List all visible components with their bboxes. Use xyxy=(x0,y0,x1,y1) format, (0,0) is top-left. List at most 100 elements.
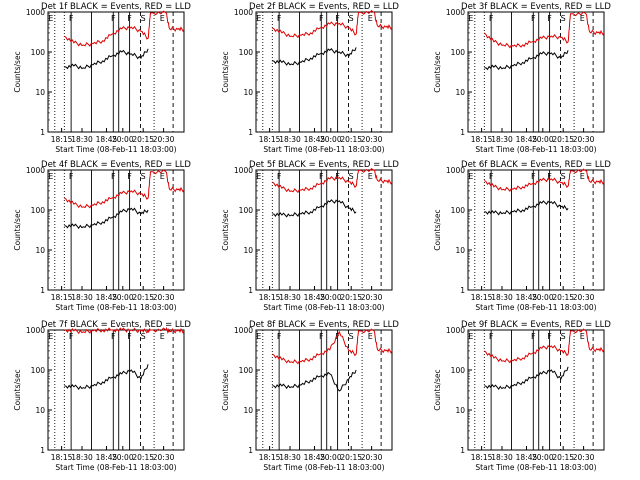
x-axis-label: Start Time (08-Feb-11 18:03:00) xyxy=(263,463,384,472)
marker-label: E xyxy=(256,332,261,341)
x-tick-label: 18:30 xyxy=(491,293,513,302)
chart-panel-2: Det 2f BLACK = Events, RED = LLD 1 10 100 10… xyxy=(221,2,399,154)
series-line-black xyxy=(484,200,569,216)
x-tick-label: 20:00 xyxy=(112,135,134,144)
x-tick-label: 20:00 xyxy=(112,293,134,302)
y-axis-label: Counts/sec xyxy=(13,209,22,250)
x-axis-label: Start Time (08-Feb-11 18:03:00) xyxy=(475,463,596,472)
x-axis-label: Start Time (08-Feb-11 18:03:00) xyxy=(475,303,596,312)
marker-label: E xyxy=(580,332,585,341)
marker-label: E xyxy=(368,172,373,181)
marker-label: E xyxy=(256,14,261,23)
x-tick-label: 20:15 xyxy=(340,293,362,302)
marker-label: E xyxy=(468,14,473,23)
x-tick-label: 20:30 xyxy=(153,135,175,144)
series-line-black xyxy=(272,369,357,392)
marker-label: F xyxy=(335,172,340,181)
series-line-red xyxy=(64,326,185,335)
chart-panel-8: Det 8f BLACK = Events, RED = LLD 1 10 100 10… xyxy=(221,320,399,472)
marker-label: F xyxy=(111,14,116,23)
marker-label: F xyxy=(335,332,340,341)
series-line-black xyxy=(64,207,149,230)
x-tick-label: 20:00 xyxy=(532,135,554,144)
y-tick-label: 1000 xyxy=(234,326,253,335)
x-axis-label: Start Time (08-Feb-11 18:03:00) xyxy=(263,145,384,154)
marker-label: F xyxy=(69,172,74,181)
y-tick-label: 100 xyxy=(31,206,46,215)
series-line-red xyxy=(484,328,605,364)
marker-label: E xyxy=(160,14,165,23)
x-tick-label: 18:30 xyxy=(279,453,301,462)
y-axis-label: Counts/sec xyxy=(221,369,230,410)
plot-frame xyxy=(47,329,185,451)
marker-label: S xyxy=(141,14,146,23)
x-axis-label: Start Time (08-Feb-11 18:03:00) xyxy=(55,145,176,154)
marker-label: S xyxy=(349,172,354,181)
chart-panel-5: Det 5f BLACK = Events, RED = LLD 1 10 100 10… xyxy=(221,160,399,312)
chart-panel-6: Det 6f BLACK = Events, RED = LLD 1 10 100 10… xyxy=(433,160,611,312)
y-tick-label: 10 xyxy=(243,406,253,415)
marker-label: E xyxy=(160,332,165,341)
x-tick-label: 20:00 xyxy=(320,293,342,302)
x-tick-label: 18:30 xyxy=(491,453,513,462)
x-tick-label: 18:15 xyxy=(51,135,73,144)
series-line-red xyxy=(272,167,393,194)
x-tick-label: 20:30 xyxy=(573,453,595,462)
marker-label: E xyxy=(580,172,585,181)
marker-label: F xyxy=(489,14,494,23)
chart-title: Det 6f BLACK = Events, RED = LLD xyxy=(461,160,611,170)
y-axis-label: Counts/sec xyxy=(433,51,442,92)
series-line-black xyxy=(272,47,357,66)
marker-label: F xyxy=(127,14,132,23)
marker-label: F xyxy=(319,14,324,23)
plot-frame xyxy=(47,11,185,133)
x-tick-label: 20:30 xyxy=(153,293,175,302)
marker-label: F xyxy=(547,172,552,181)
x-tick-label: 18:15 xyxy=(259,135,281,144)
x-tick-label: 20:15 xyxy=(552,293,574,302)
chart-title: Det 1f BLACK = Events, RED = LLD xyxy=(41,2,191,12)
marker-label: F xyxy=(277,14,282,23)
x-tick-label: 20:30 xyxy=(361,135,383,144)
chart-panel-9: Det 9f BLACK = Events, RED = LLD 1 10 100 10… xyxy=(433,320,611,472)
x-axis-label: Start Time (08-Feb-11 18:03:00) xyxy=(475,145,596,154)
series-line-black xyxy=(272,199,357,218)
x-tick-label: 20:30 xyxy=(573,135,595,144)
series-line-black xyxy=(64,364,149,390)
y-tick-label: 100 xyxy=(239,366,254,375)
y-tick-label: 1 xyxy=(40,446,45,455)
x-tick-label: 20:15 xyxy=(552,453,574,462)
chart-title: Det 7f BLACK = Events, RED = LLD xyxy=(41,320,191,330)
x-tick-label: 20:00 xyxy=(320,135,342,144)
x-tick-label: 20:15 xyxy=(132,293,154,302)
plot-frame xyxy=(255,169,393,291)
marker-label: S xyxy=(561,14,566,23)
marker-label: F xyxy=(277,172,282,181)
x-tick-label: 20:00 xyxy=(112,453,134,462)
chart-title: Det 9f BLACK = Events, RED = LLD xyxy=(461,320,611,330)
x-tick-label: 18:30 xyxy=(491,135,513,144)
chart-panel-4: Det 4f BLACK = Events, RED = LLD 1 10 100 10… xyxy=(13,160,191,312)
y-tick-label: 10 xyxy=(243,246,253,255)
marker-label: F xyxy=(489,332,494,341)
x-tick-label: 18:30 xyxy=(71,293,93,302)
y-tick-label: 1000 xyxy=(446,8,465,17)
x-tick-label: 18:45 xyxy=(304,453,326,462)
marker-label: E xyxy=(48,14,53,23)
marker-label: F xyxy=(319,172,324,181)
x-tick-label: 18:45 xyxy=(516,293,538,302)
y-tick-label: 1000 xyxy=(26,8,45,17)
x-tick-label: 20:15 xyxy=(132,453,154,462)
series-line-red xyxy=(64,10,185,47)
x-tick-label: 20:15 xyxy=(132,135,154,144)
marker-label: F xyxy=(319,332,324,341)
x-tick-label: 20:30 xyxy=(361,453,383,462)
marker-label: F xyxy=(69,332,74,341)
series-line-black xyxy=(484,366,569,390)
marker-label: E xyxy=(256,172,261,181)
marker-label: F xyxy=(531,172,536,181)
x-axis-label: Start Time (08-Feb-11 18:03:00) xyxy=(55,463,176,472)
chart-panel-3: Det 3f BLACK = Events, RED = LLD 1 10 100 10… xyxy=(433,2,611,154)
y-tick-label: 1 xyxy=(460,286,465,295)
x-tick-label: 20:30 xyxy=(361,293,383,302)
